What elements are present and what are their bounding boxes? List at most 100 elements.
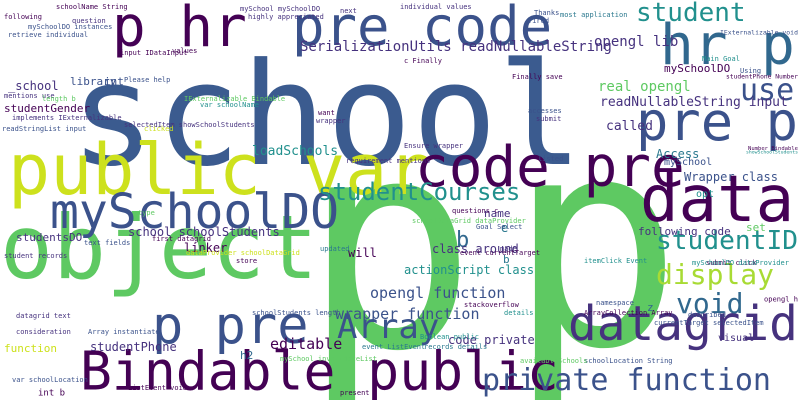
word: linker xyxy=(184,241,228,255)
word: pre code xyxy=(292,0,553,58)
word: following code xyxy=(638,225,731,238)
word: IExternalizable void xyxy=(720,29,798,37)
word: studentID xyxy=(656,225,799,256)
word: described xyxy=(688,311,726,319)
word: visual xyxy=(718,333,755,344)
word: accesses xyxy=(528,107,562,115)
word: consideration xyxy=(16,328,71,336)
word: editable xyxy=(270,335,343,353)
word: mySchoolDO xyxy=(664,62,731,75)
word: mySchoolDO dataProvider xyxy=(692,259,789,267)
word: p hr xyxy=(112,0,247,60)
word: private function xyxy=(482,363,771,398)
word: question xyxy=(72,17,106,25)
word: int b xyxy=(38,388,66,398)
word: data xyxy=(640,163,795,237)
word: void xyxy=(676,287,744,320)
word: Array instantiate xyxy=(88,328,160,336)
word: code private xyxy=(448,333,535,347)
word: name xyxy=(484,207,511,220)
word: studentPhone xyxy=(90,340,177,354)
word: code pre xyxy=(415,135,685,200)
word: submit xyxy=(536,115,562,123)
word: individual values xyxy=(400,3,472,11)
word: event ListEvent xyxy=(362,343,426,351)
word: b xyxy=(503,253,510,266)
word: wrapper function xyxy=(335,305,480,323)
word: itemClick Event xyxy=(584,257,648,265)
word: hr p xyxy=(660,13,795,78)
word: schoolName String xyxy=(56,3,128,11)
word: Goal Select xyxy=(476,223,523,231)
word: made xyxy=(500,245,517,253)
word: Number Bindable xyxy=(748,145,799,152)
word: Main Goal xyxy=(702,55,740,63)
word: readStringList input xyxy=(2,125,87,133)
word: b xyxy=(456,228,470,253)
word: opengl lib xyxy=(594,34,679,50)
word: values xyxy=(172,47,198,55)
word: int xyxy=(104,75,124,88)
word: datagrid text xyxy=(16,312,71,320)
word: opengl h xyxy=(764,296,798,305)
word: mySchool invalidateList xyxy=(280,355,377,363)
word: retrieve individual xyxy=(8,31,89,39)
word: mySchool xyxy=(664,157,713,168)
word: opt xyxy=(696,189,715,200)
word: public var xyxy=(8,129,430,211)
word: clicked xyxy=(144,125,174,133)
word: selectedItem showSchoolStudents xyxy=(124,121,255,129)
word: studentPhone Number xyxy=(726,73,798,81)
word: event currentTarget xyxy=(460,249,541,257)
word: dataProvider schoolDataGrid xyxy=(186,249,300,257)
word: availableSchools xyxy=(520,357,588,365)
word: Using xyxy=(740,67,762,75)
word: following xyxy=(4,13,42,21)
word: questions c xyxy=(452,207,499,215)
word: studentsDO xyxy=(16,231,83,244)
word: next xyxy=(340,7,357,15)
word: real opengl xyxy=(598,79,691,95)
word: highly appreciated xyxy=(248,13,324,21)
word: Access xyxy=(656,147,700,161)
word: opengl function xyxy=(370,284,506,302)
word: object xyxy=(0,196,318,299)
word: Please help xyxy=(124,76,171,84)
word: school schoolStudents xyxy=(128,225,280,239)
word: student xyxy=(636,0,746,28)
word: z xyxy=(647,301,654,314)
word: schoolDataGrid dataProvider xyxy=(412,217,526,225)
word: Finally save xyxy=(512,73,563,81)
word: mySchool mySchoolDO xyxy=(240,5,321,13)
word: Wrapper class xyxy=(684,170,778,184)
word: function xyxy=(4,342,57,355)
word: Bindable public xyxy=(80,340,559,400)
word: type xyxy=(138,209,155,217)
word: e xyxy=(501,221,509,235)
word: currentTarget selectedItem xyxy=(654,319,764,327)
word: details xyxy=(504,309,534,317)
word: implements IExternalizable xyxy=(12,114,122,122)
word: IExternalizable Bindable xyxy=(184,95,286,103)
word: p pre xyxy=(152,296,309,356)
word: listed xyxy=(538,155,564,163)
word: p xyxy=(302,78,477,400)
word: most application xyxy=(560,11,628,19)
word: Thanks xyxy=(534,9,560,17)
word: library xyxy=(70,75,117,88)
word: ListEvent void xyxy=(128,384,188,392)
word: var schoolLocation xyxy=(12,376,88,384)
word: p xyxy=(508,76,683,400)
word: c Finally xyxy=(404,57,442,65)
word: records details xyxy=(424,343,488,351)
word: school xyxy=(70,33,583,198)
word: Array xyxy=(337,307,440,347)
word: class around xyxy=(432,242,519,256)
word: readNullableString input xyxy=(600,95,788,110)
word: ArrayCollection Array xyxy=(584,309,673,317)
word: use xyxy=(740,73,795,108)
word: updated xyxy=(320,245,350,253)
word: display xyxy=(656,258,775,291)
word: input IDataInput xyxy=(120,49,188,57)
